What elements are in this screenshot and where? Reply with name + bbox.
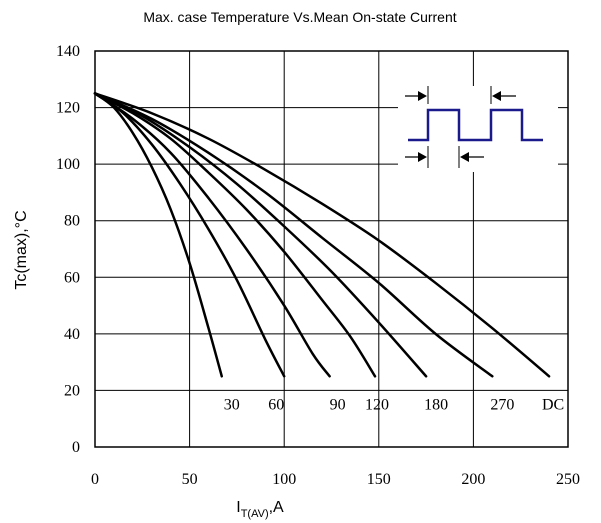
curve-60 [93,92,286,378]
x-tick-label: 200 [461,471,485,488]
arrow-right-icon [405,152,427,162]
curves [93,92,551,378]
curve-90 [93,92,331,378]
arrow-left-icon [460,152,484,162]
x-tick-label: 150 [367,471,391,488]
square-wave-icon [408,108,543,142]
x-tick-label: 50 [182,471,198,488]
arrow-right-icon [405,91,427,101]
y-tick-label: 100 [56,156,80,173]
y-tick-label: 0 [72,439,80,456]
x-tick-label: 100 [272,471,296,488]
curve-270 [93,92,494,378]
x-axis-label-sub: T(AV) [241,508,269,520]
x-tick-labels: 0 50 100 150 200 250 [91,471,580,488]
x-axis-label-main: I [236,499,240,516]
plot-frame [94,50,569,448]
y-tick-label: 120 [56,100,80,117]
curve-label-120: 120 [365,397,389,414]
curve-label-60: 60 [268,397,284,414]
curve-labels: 30 60 90 120 180 270 DC [224,397,564,414]
x-tick-label: 250 [556,471,580,488]
y-axis-label: Tc(max),°C [13,210,30,289]
curve-30 [93,92,224,378]
y-tick-label: 60 [64,269,80,286]
arrow-left-icon [492,91,516,101]
curve-dc [93,92,551,378]
x-axis-label-tail: ,A [269,499,284,516]
waveform-inset [398,86,558,172]
curve-label-90: 90 [330,397,346,414]
chart-title: Max. case Temperature Vs.Mean On-state C… [143,9,456,25]
curve-label-dc: DC [542,397,564,414]
x-axis-label: IT(AV),A [236,499,284,520]
y-tick-label: 40 [64,326,80,343]
y-tick-label: 140 [56,43,80,60]
y-tick-label: 80 [64,213,80,230]
curve-label-270: 270 [490,397,514,414]
curve-label-180: 180 [424,397,448,414]
curve-180 [93,92,428,378]
x-tick-label: 0 [91,471,99,488]
curve-label-30: 30 [224,397,240,414]
curve-120 [93,92,377,378]
y-tick-label: 20 [64,382,80,399]
y-tick-labels: 0 20 40 60 80 100 120 140 [56,43,80,456]
